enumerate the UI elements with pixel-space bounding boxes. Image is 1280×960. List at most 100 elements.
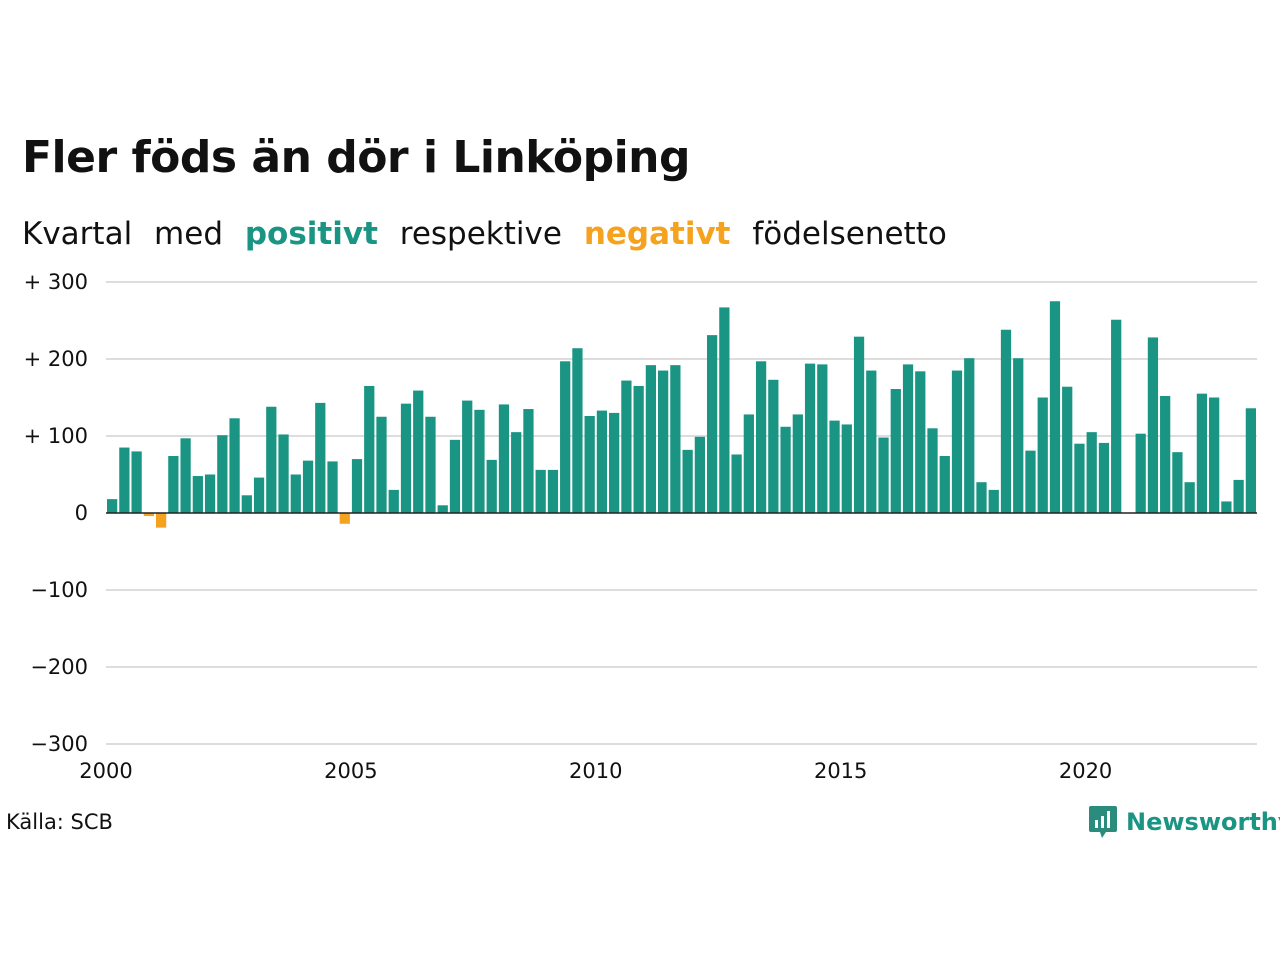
bar	[682, 449, 693, 513]
bar	[1245, 408, 1256, 513]
bar	[204, 474, 216, 513]
y-tick-label: −100	[30, 578, 88, 602]
bar	[633, 385, 644, 513]
bar	[425, 416, 436, 513]
chart-title: Fler föds än dör i Linköping	[22, 132, 691, 183]
x-tick-label: 2010	[569, 759, 622, 783]
newsworthy-logo: Newsworthy	[1088, 804, 1280, 840]
bar	[1037, 397, 1048, 513]
bar	[988, 489, 999, 513]
bar	[841, 424, 852, 513]
bar	[584, 415, 595, 513]
bar	[119, 447, 130, 513]
subtitle-word: födelsenetto	[752, 216, 947, 252]
bar	[1233, 479, 1244, 513]
bar	[829, 420, 840, 513]
y-tick-label: + 200	[24, 347, 88, 371]
bar	[192, 476, 203, 513]
y-tick-label: 0	[75, 501, 88, 525]
bar	[217, 435, 228, 513]
bar	[1062, 386, 1073, 513]
bar	[853, 336, 865, 513]
bar	[241, 495, 252, 513]
bar	[768, 379, 779, 513]
bar	[792, 414, 803, 513]
bar	[290, 474, 301, 513]
bar	[107, 499, 118, 513]
legend-negative-label: negativt	[583, 216, 731, 252]
bar	[878, 437, 889, 513]
bar	[596, 410, 608, 513]
y-tick-label: + 300	[24, 270, 88, 294]
y-tick-label: + 100	[24, 424, 88, 448]
bar-chart-speech-bubble-icon	[1089, 806, 1117, 838]
bar	[449, 439, 461, 513]
source-note: Källa: SCB	[6, 810, 113, 834]
bar	[1147, 337, 1159, 513]
bar	[658, 370, 669, 513]
bar	[1086, 432, 1097, 513]
bar	[804, 363, 816, 513]
bar	[706, 335, 718, 513]
bar	[168, 456, 179, 513]
bar	[1025, 450, 1036, 513]
bar	[1160, 395, 1171, 513]
bar	[511, 432, 522, 513]
bar	[719, 307, 730, 513]
bar	[388, 489, 399, 513]
x-tick-label: 2020	[1059, 759, 1112, 783]
bar	[1221, 501, 1232, 513]
bar	[572, 348, 583, 513]
bar	[474, 409, 485, 513]
bar	[1184, 482, 1195, 513]
bar	[890, 389, 901, 513]
bar	[1013, 358, 1024, 513]
bar-chart: + 300 + 200 + 100 0 −100 −200 −300 2000 2005 2010…	[24, 270, 1257, 783]
x-tick-label: 2005	[324, 759, 377, 783]
bar	[1135, 433, 1146, 513]
bar	[498, 404, 510, 513]
bar	[486, 459, 497, 513]
bar	[731, 454, 742, 513]
bar	[1000, 329, 1012, 513]
y-tick-label: −300	[30, 732, 88, 756]
bar	[927, 428, 938, 513]
bar	[694, 436, 705, 513]
y-tick-label: −200	[30, 655, 88, 679]
bar	[817, 364, 828, 513]
legend-positive-label: positivt	[244, 216, 378, 252]
bar	[327, 461, 338, 513]
bar	[1049, 301, 1061, 513]
bar	[180, 438, 191, 513]
bar	[229, 418, 240, 513]
x-tick-label: 2000	[79, 759, 132, 783]
bar	[535, 469, 546, 513]
bar	[670, 365, 681, 513]
bar	[364, 385, 375, 513]
bar	[976, 482, 987, 513]
bar	[621, 380, 632, 513]
bar	[902, 364, 914, 513]
bar	[278, 434, 289, 513]
bar	[253, 477, 265, 513]
bar	[964, 358, 975, 513]
bar	[939, 456, 950, 513]
bar	[1074, 443, 1085, 513]
bar	[266, 406, 277, 513]
bar	[462, 400, 473, 513]
logo-text: Newsworthy	[1126, 808, 1280, 836]
bar	[1209, 397, 1220, 513]
chart-subtitle: Kvartal med positivt respektive negativt…	[22, 216, 959, 252]
bar	[339, 513, 350, 524]
x-tick-label: 2015	[814, 759, 867, 783]
bar	[523, 409, 534, 513]
bar	[866, 370, 877, 513]
bar	[1172, 452, 1183, 513]
bar	[609, 412, 620, 513]
subtitle-word: Kvartal	[22, 216, 133, 252]
bar	[155, 513, 167, 528]
bar	[645, 365, 657, 513]
bar	[547, 469, 559, 513]
bar	[1196, 393, 1208, 513]
bar	[302, 460, 314, 513]
